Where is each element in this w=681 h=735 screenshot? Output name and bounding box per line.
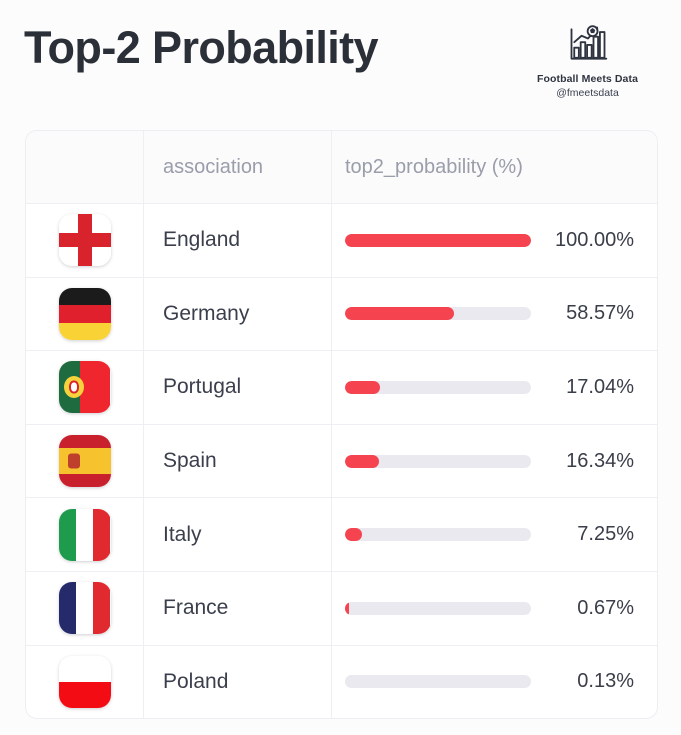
table-row[interactable]: Portugal 17.04% xyxy=(26,351,657,425)
portugal-flag-icon xyxy=(58,361,111,414)
column-header-probability: top2_probability (%) xyxy=(332,131,657,203)
flag-cell xyxy=(26,424,144,498)
column-header-association-label: association xyxy=(163,155,264,178)
probability-bar-fill xyxy=(345,528,362,542)
probability-value: 16.34% xyxy=(566,449,634,472)
france-flag-icon xyxy=(58,582,111,635)
table-row[interactable]: Italy 7.25% xyxy=(26,498,657,572)
association-cell: Portugal xyxy=(144,351,332,424)
germany-flag-icon xyxy=(58,287,111,340)
probability-bar-track xyxy=(345,380,531,394)
england-flag-icon xyxy=(58,214,111,267)
association-cell: Poland xyxy=(144,645,332,719)
flag-cell xyxy=(26,498,144,571)
bar-chart-football-arrow-icon xyxy=(570,25,607,60)
italy-flag-icon xyxy=(58,508,111,561)
table-row[interactable]: England 100.00% xyxy=(26,204,657,278)
probability-cell: 58.57% xyxy=(332,278,657,351)
table-row[interactable]: France 0.67% xyxy=(26,571,657,646)
probability-value: 17.04% xyxy=(566,375,634,398)
probability-bar-track xyxy=(345,233,531,247)
probability-bar-fill xyxy=(345,601,349,615)
brand-name: Football Meets Data xyxy=(536,73,639,85)
table-row[interactable]: Poland 0.13% xyxy=(26,645,657,719)
probability-bar-track xyxy=(345,528,531,542)
probability-cell: 0.67% xyxy=(332,572,657,645)
probability-bar-track xyxy=(345,307,531,321)
flag-cell xyxy=(26,277,144,351)
association-label: Spain xyxy=(163,449,217,473)
probability-cell: 16.34% xyxy=(332,425,657,498)
association-cell: Germany xyxy=(144,277,332,351)
probability-bar-fill xyxy=(345,233,531,247)
probability-bar-fill xyxy=(345,307,454,321)
association-cell: France xyxy=(144,571,332,645)
association-label: Germany xyxy=(163,301,250,325)
probability-cell: 7.25% xyxy=(332,498,657,571)
table-header-row: association top2_probability (%) xyxy=(26,131,657,204)
probability-cell: 0.13% xyxy=(332,646,657,719)
poland-flag-icon xyxy=(58,655,111,708)
probability-value: 100.00% xyxy=(555,228,634,251)
probability-value: 7.25% xyxy=(577,523,634,546)
probability-value: 0.67% xyxy=(577,596,634,619)
probability-bar-track xyxy=(345,675,531,689)
probability-table: association top2_probability (%) England… xyxy=(25,130,658,720)
flag-cell xyxy=(26,351,144,424)
page-header: Top-2 Probability Football Meets Data @f… xyxy=(0,0,681,124)
association-label: England xyxy=(163,228,241,252)
page-title: Top-2 Probability xyxy=(24,22,379,73)
column-header-association: association xyxy=(144,131,332,203)
column-header-flag xyxy=(26,131,144,203)
table-row[interactable]: Spain 16.34% xyxy=(26,424,657,499)
probability-bar-fill xyxy=(345,380,381,394)
probability-bar-track xyxy=(345,454,531,468)
association-label: Poland xyxy=(163,669,229,693)
probability-bar-track xyxy=(345,601,531,615)
spain-flag-icon xyxy=(58,435,111,488)
association-cell: England xyxy=(144,204,332,277)
flag-cell xyxy=(26,645,144,719)
association-label: France xyxy=(163,596,229,620)
association-cell: Spain xyxy=(144,424,332,498)
flag-cell xyxy=(26,571,144,645)
brand-block: Football Meets Data @fmeetsdata xyxy=(515,22,660,100)
probability-bar-fill xyxy=(345,454,380,468)
association-label: Portugal xyxy=(163,375,242,399)
flag-cell xyxy=(26,204,144,277)
probability-value: 0.13% xyxy=(577,670,634,693)
association-cell: Italy xyxy=(144,498,332,571)
table-row[interactable]: Germany 58.57% xyxy=(26,277,657,352)
probability-cell: 17.04% xyxy=(332,351,657,424)
association-label: Italy xyxy=(163,522,202,546)
probability-value: 58.57% xyxy=(566,302,634,325)
brand-handle: @fmeetsdata xyxy=(556,87,619,99)
probability-cell: 100.00% xyxy=(332,204,657,277)
column-header-probability-label: top2_probability (%) xyxy=(345,155,523,178)
